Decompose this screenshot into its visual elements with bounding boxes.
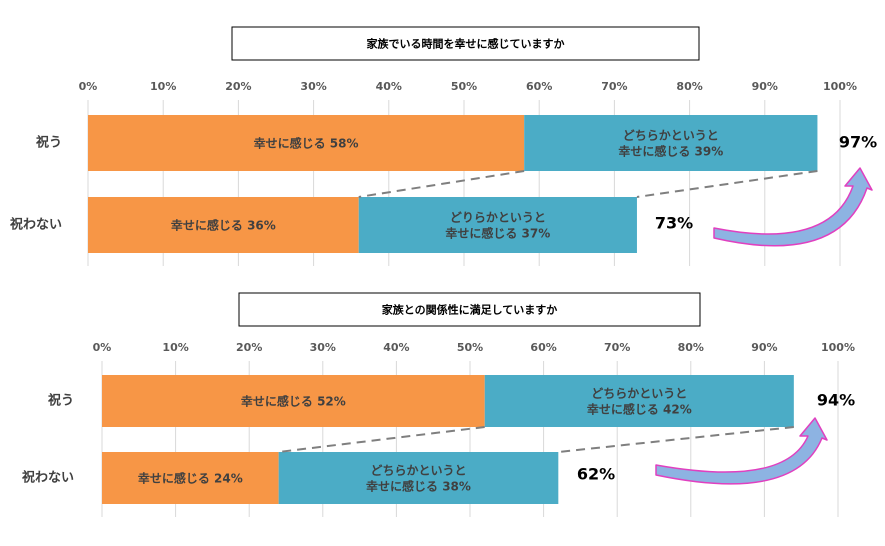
x-tick-label: 40%: [376, 80, 402, 93]
curved-arrow-icon: [655, 417, 828, 485]
connector-dashed: [636, 170, 818, 198]
total-label: 62%: [577, 465, 615, 484]
x-tick-label: 60%: [526, 80, 552, 93]
bar-segment-happy: [88, 197, 359, 253]
data-label-happy: 幸せに感じる 36%: [171, 218, 276, 233]
data-label-happy: 幸せに感じる 24%: [138, 471, 243, 486]
data-label-somewhat-happy: 幸せに感じる 37%: [445, 226, 550, 241]
x-tick-label: 90%: [752, 80, 778, 93]
x-tick-label: 40%: [383, 341, 409, 354]
data-label-happy: 幸せに感じる 58%: [254, 136, 359, 151]
connector-dashed: [558, 426, 794, 453]
category-label: 祝わない: [22, 470, 74, 486]
data-label-somewhat-happy: どちらかというと: [370, 464, 466, 478]
x-tick-label: 90%: [751, 341, 777, 354]
x-tick-label: 70%: [601, 80, 627, 93]
x-tick-label: 30%: [300, 80, 326, 93]
bar-segment-happy: [102, 452, 279, 504]
x-tick-label: 50%: [457, 341, 483, 354]
x-tick-label: 20%: [225, 80, 251, 93]
bar-segment-happy: [102, 375, 485, 427]
data-label-somewhat-happy: どちらかというと: [591, 387, 687, 401]
data-label-somewhat-happy: 幸せに感じる 38%: [366, 479, 471, 494]
data-label-somewhat-happy: 幸せに感じる 39%: [618, 144, 723, 159]
x-tick-label: 80%: [678, 341, 704, 354]
chart-2: 家族との関係性に満足していますか 0% 10% 20% 30% 40% 50% 60% 70% 8…: [22, 292, 855, 517]
x-tick-label: 30%: [310, 341, 336, 354]
x-tick-label: 0%: [93, 341, 112, 354]
category-label: 祝う: [48, 393, 74, 409]
chart-1: 家族でいる時間を幸せに感じていますか 0% 10% 20% 30% 40% 50% 60% 70…: [10, 26, 877, 266]
chart-title: 家族でいる時間を幸せに感じていますか: [367, 37, 565, 51]
data-label-somewhat-happy: 幸せに感じる 42%: [587, 402, 692, 417]
x-tick-label: 80%: [676, 80, 702, 93]
x-tick-label: 60%: [530, 341, 556, 354]
chart-title-box: [231, 26, 700, 61]
data-label-somewhat-happy: どちらかというと: [623, 129, 719, 143]
bar-segment-somewhat-happy: [358, 197, 637, 253]
x-tick-label: 10%: [162, 341, 188, 354]
x-tick-label: 0%: [79, 80, 98, 93]
bar-segment-somewhat-happy: [278, 452, 559, 504]
curved-arrow-icon: [713, 167, 873, 247]
data-label-happy: 幸せに感じる 52%: [241, 394, 346, 409]
category-label: 祝わない: [10, 217, 62, 233]
bar-segment-somewhat-happy: [524, 115, 818, 171]
connector-dashed: [358, 170, 525, 198]
data-label-somewhat-happy: どりらかというと: [450, 211, 546, 225]
bar-segment-somewhat-happy: [484, 375, 794, 427]
bar-segment-happy: [88, 115, 525, 171]
total-label: 97%: [839, 133, 877, 152]
x-tick-label: 100%: [821, 341, 855, 354]
chart-title: 家族との関係性に満足していますか: [382, 303, 558, 317]
connector-dashed: [278, 426, 485, 453]
x-tick-label: 50%: [451, 80, 477, 93]
x-tick-label: 10%: [150, 80, 176, 93]
x-tick-label: 100%: [823, 80, 857, 93]
x-tick-label: 20%: [236, 341, 262, 354]
total-label: 73%: [655, 214, 693, 233]
chart-title-box: [238, 292, 701, 327]
category-label: 祝う: [36, 135, 62, 151]
x-tick-label: 70%: [604, 341, 630, 354]
total-label: 94%: [817, 391, 855, 410]
